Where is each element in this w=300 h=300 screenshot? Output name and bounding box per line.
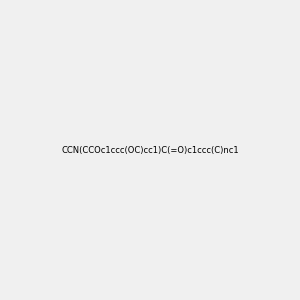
Text: CCN(CCOc1ccc(OC)cc1)C(=O)c1ccc(C)nc1: CCN(CCOc1ccc(OC)cc1)C(=O)c1ccc(C)nc1 (61, 146, 239, 154)
